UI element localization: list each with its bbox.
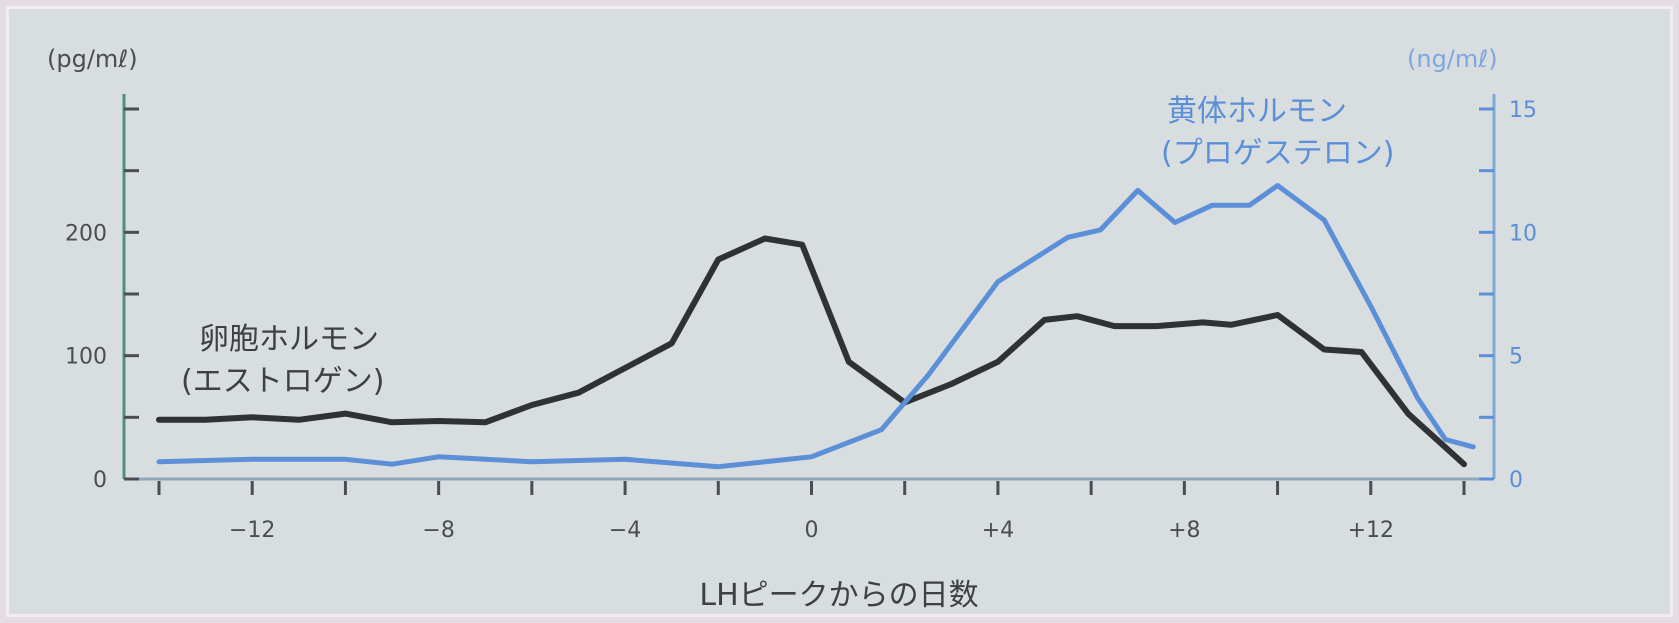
left-axis-tick-labels: 0 100 200 <box>65 221 107 493</box>
right-axis-tick-labels: 0 5 10 15 <box>1509 98 1537 493</box>
left-axis-ticks <box>124 107 139 481</box>
right-tick-label: 15 <box>1509 98 1537 123</box>
x-tick-label: +12 <box>1348 518 1394 543</box>
right-axis-ticks <box>1479 107 1494 481</box>
chart-frame: (pg/mℓ) (ng/mℓ) −12 −8 −4 0 +4 +8 +12 0 100 200 … <box>6 6 1673 617</box>
estrogen-label-line2: (エストロゲン) <box>181 364 384 399</box>
progesterone-line <box>156 183 1476 470</box>
right-tick-label: 5 <box>1509 345 1523 370</box>
left-tick-label: 100 <box>65 345 107 370</box>
x-axis-ticks <box>157 481 1466 495</box>
x-tick-label: +8 <box>1168 518 1200 543</box>
x-tick-label: −8 <box>422 518 454 543</box>
progesterone-label-line1: 黄体ホルモン <box>1167 94 1347 129</box>
left-tick-label: 0 <box>93 468 107 493</box>
progesterone-label-line2: (プロゲステロン) <box>1161 136 1394 171</box>
x-tick-label: +4 <box>982 518 1014 543</box>
x-axis-tick-labels: −12 −8 −4 0 +4 +8 +12 <box>229 518 1394 543</box>
estrogen-line <box>156 235 1467 468</box>
x-tick-label: 0 <box>805 518 819 543</box>
left-tick-label: 200 <box>65 221 107 246</box>
left-unit-label: (pg/mℓ) <box>47 45 138 73</box>
hormone-chart: (pg/mℓ) (ng/mℓ) −12 −8 −4 0 +4 +8 +12 0100200 … <box>47 45 1537 613</box>
x-tick-label: −4 <box>609 518 641 543</box>
estrogen-label-line1: 卵胞ホルモン <box>199 322 379 357</box>
right-unit-label: (ng/mℓ) <box>1407 45 1498 73</box>
right-tick-label: 10 <box>1509 221 1537 246</box>
x-tick-label: −12 <box>229 518 275 543</box>
right-tick-label: 0 <box>1509 468 1523 493</box>
x-axis-label: LHピークからの日数 <box>699 578 978 613</box>
